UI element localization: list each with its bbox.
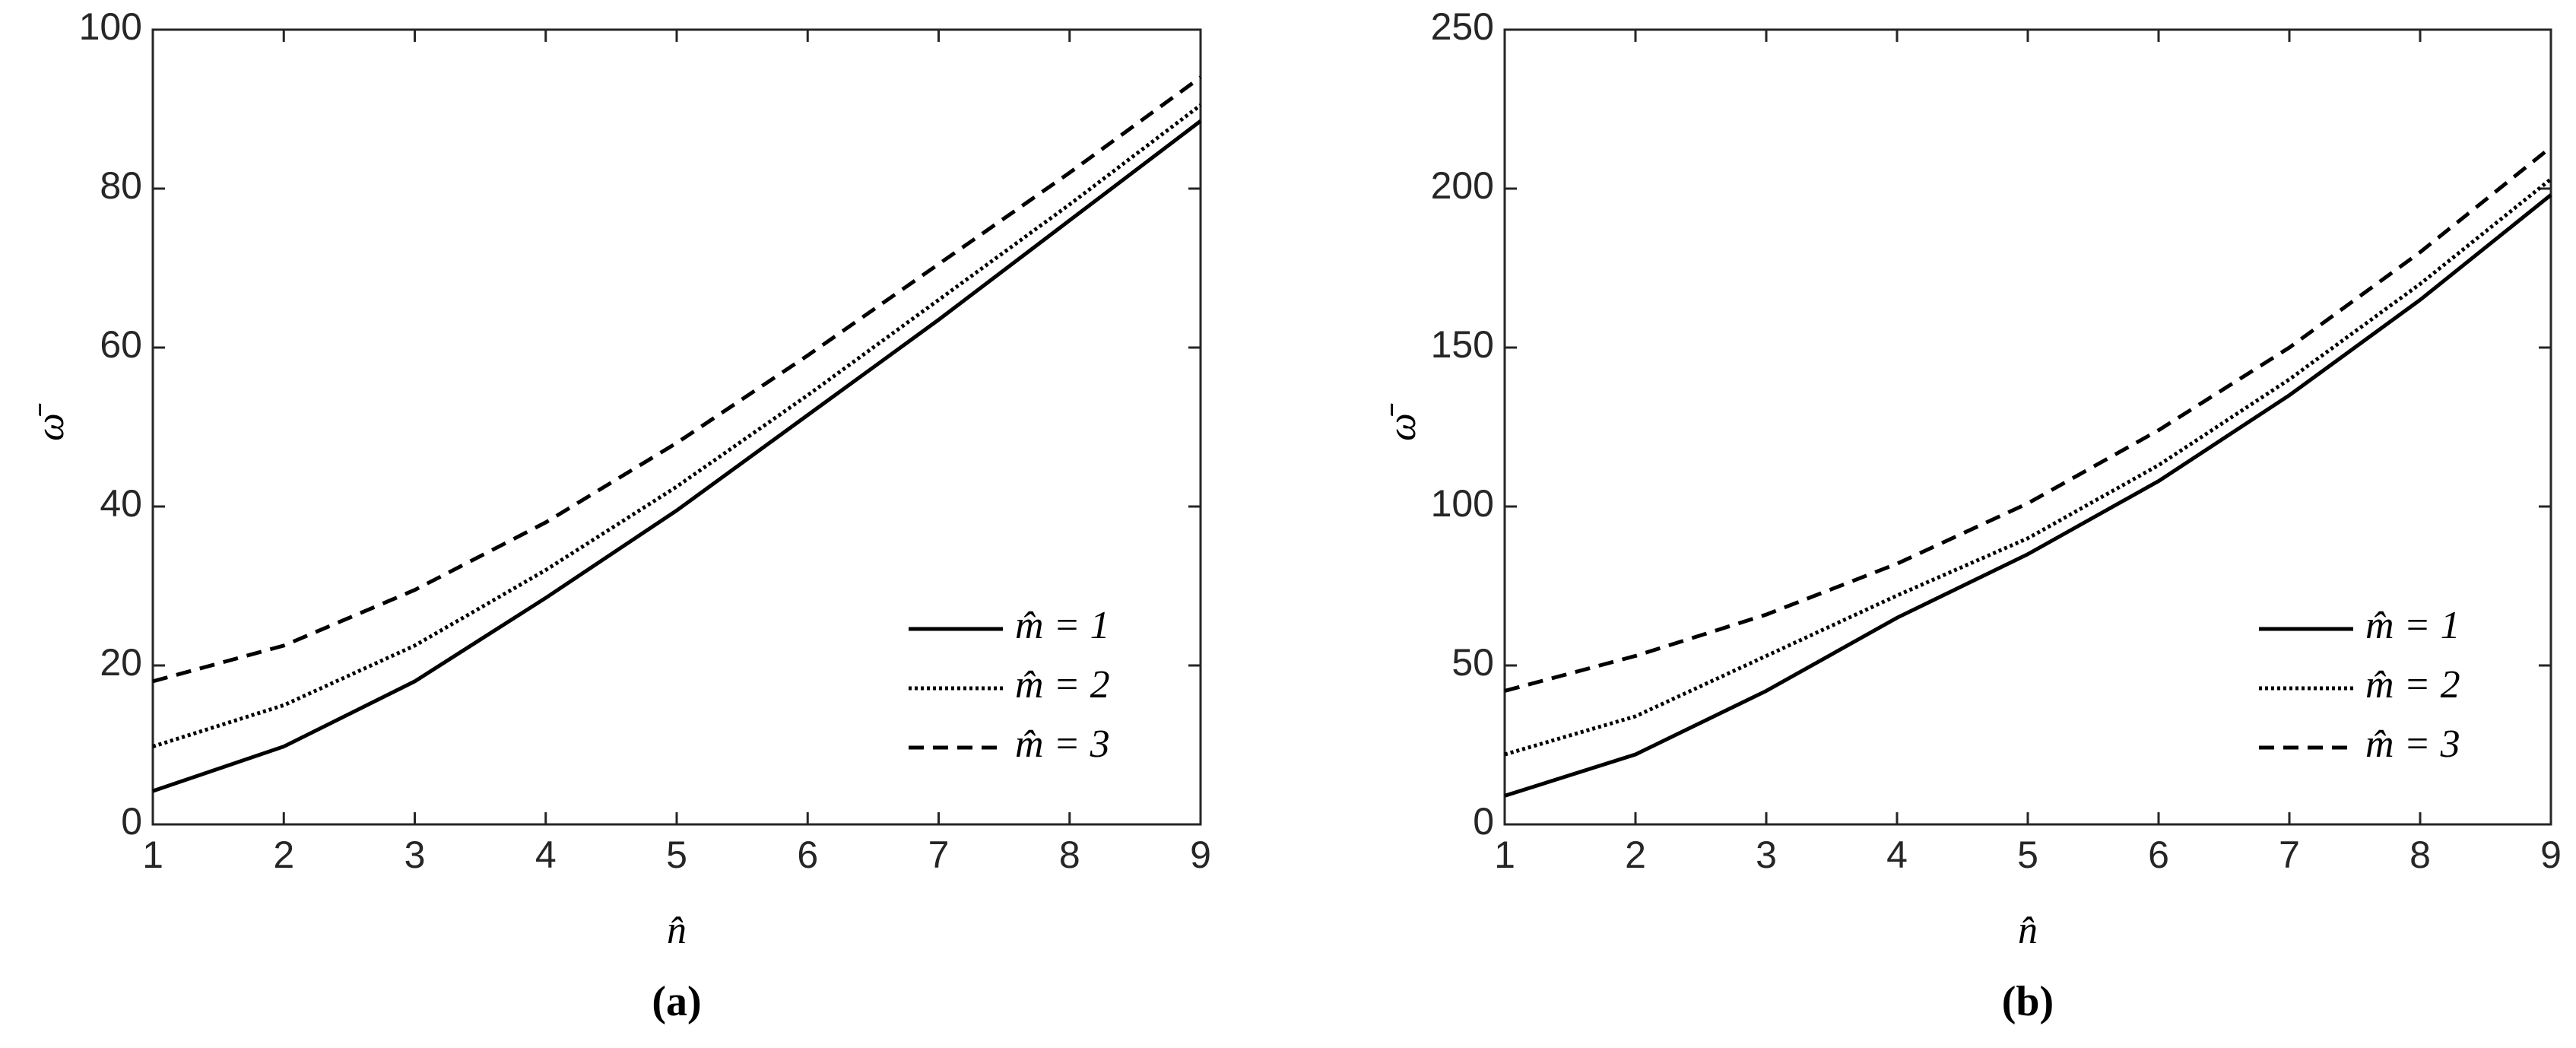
x-tick-label: 4 [535, 834, 557, 876]
legend-label: m̂ = 1 [1015, 604, 1110, 647]
x-tick-label: 2 [1625, 834, 1646, 876]
x-tick-label: 8 [2409, 834, 2431, 876]
y-tick-label: 100 [79, 5, 142, 48]
y-tick-label: 150 [1431, 323, 1494, 366]
legend-label: m̂ = 3 [1015, 722, 1110, 766]
y-tick-label: 0 [121, 800, 142, 843]
chart: 1 2 3 4 5 6 7 8 9 0 20 40 60 80 100 n̂ ω̄ (a) m̂ = 1 m̂ = 2… [29, 5, 1211, 1025]
x-tick-label: 7 [928, 834, 950, 876]
y-tick-label: 60 [100, 323, 142, 366]
x-axis-label: n̂ [2018, 909, 2038, 952]
chart: 1 2 3 4 5 6 7 8 9 0 50 100 150 200 250 n̂ ω̄ (b) m̂ = 1 m̂ … [1381, 5, 2562, 1025]
caption: (a) [652, 978, 701, 1025]
x-axis-label: n̂ [667, 909, 687, 952]
line-series [1504, 193, 2552, 798]
x-tick-label: 9 [1190, 834, 1211, 876]
line-series [1504, 145, 2552, 693]
legend-label: m̂ = 1 [2365, 604, 2460, 647]
line-series [152, 119, 1202, 793]
line-series [1504, 177, 2552, 757]
x-tick-label: 3 [1756, 834, 1777, 876]
legend-label: m̂ = 3 [2365, 722, 2460, 766]
y-tick-label: 80 [100, 164, 142, 207]
line-series [152, 75, 1202, 684]
x-tick-label: 9 [2540, 834, 2562, 876]
legend-label: m̂ = 2 [2365, 663, 2460, 707]
y-tick-label: 20 [100, 641, 142, 684]
x-tick-label: 7 [2279, 834, 2300, 876]
line-series [152, 103, 1202, 748]
x-tick-label: 1 [142, 834, 163, 876]
y-tick-label: 50 [1451, 641, 1494, 684]
y-tick-label: 250 [1431, 5, 1494, 48]
plot-area [151, 28, 1202, 826]
y-axis-label: ω̄ [1381, 403, 1424, 441]
x-tick-label: 5 [2017, 834, 2038, 876]
y-tick-label: 0 [1473, 800, 1494, 843]
x-tick-label: 5 [666, 834, 687, 876]
x-tick-label: 4 [1886, 834, 1908, 876]
y-tick-label: 40 [100, 482, 142, 525]
y-tick-label: 200 [1431, 164, 1494, 207]
x-tick-label: 6 [797, 834, 818, 876]
legend-label: m̂ = 2 [1015, 663, 1110, 707]
x-tick-label: 6 [2148, 834, 2169, 876]
x-tick-label: 1 [1494, 834, 1515, 876]
plot-area [1503, 28, 2552, 826]
caption: (b) [2002, 978, 2054, 1025]
y-tick-label: 100 [1431, 482, 1494, 525]
x-tick-label: 3 [404, 834, 426, 876]
y-axis-label: ω̄ [29, 403, 72, 441]
x-tick-label: 8 [1059, 834, 1080, 876]
x-tick-label: 2 [273, 834, 294, 876]
